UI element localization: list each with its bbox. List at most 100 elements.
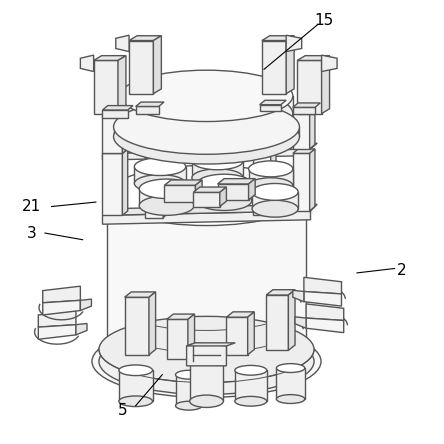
Polygon shape (195, 180, 202, 202)
Polygon shape (186, 343, 226, 366)
Polygon shape (103, 211, 310, 224)
Polygon shape (226, 312, 254, 317)
Ellipse shape (99, 317, 314, 383)
Polygon shape (38, 310, 76, 327)
Polygon shape (129, 40, 153, 94)
Ellipse shape (190, 395, 223, 408)
Ellipse shape (197, 174, 252, 194)
Ellipse shape (197, 191, 252, 210)
Polygon shape (43, 286, 80, 303)
Ellipse shape (249, 178, 293, 194)
Polygon shape (266, 295, 289, 350)
Polygon shape (289, 290, 295, 350)
Ellipse shape (120, 70, 293, 122)
Polygon shape (293, 107, 315, 115)
Ellipse shape (114, 109, 299, 164)
Polygon shape (139, 189, 194, 206)
Ellipse shape (235, 365, 267, 375)
Polygon shape (103, 143, 317, 153)
Polygon shape (107, 195, 306, 359)
Polygon shape (103, 153, 123, 215)
Polygon shape (80, 299, 91, 310)
Polygon shape (321, 55, 337, 71)
Ellipse shape (107, 165, 306, 226)
Polygon shape (125, 292, 155, 297)
Polygon shape (297, 60, 321, 114)
Polygon shape (306, 304, 344, 321)
Polygon shape (186, 343, 235, 346)
Polygon shape (262, 40, 286, 94)
Polygon shape (103, 204, 317, 215)
Polygon shape (193, 187, 226, 192)
Ellipse shape (107, 329, 306, 389)
Polygon shape (197, 184, 252, 201)
Polygon shape (43, 300, 80, 315)
Polygon shape (103, 149, 128, 153)
Polygon shape (260, 105, 281, 111)
Polygon shape (309, 149, 315, 211)
Polygon shape (277, 368, 305, 399)
Polygon shape (235, 370, 267, 401)
Polygon shape (193, 192, 220, 206)
Ellipse shape (252, 183, 298, 200)
Polygon shape (119, 370, 152, 401)
Polygon shape (218, 178, 255, 184)
Ellipse shape (120, 88, 293, 139)
Polygon shape (123, 149, 128, 215)
Polygon shape (166, 319, 188, 359)
Polygon shape (123, 111, 128, 153)
Polygon shape (295, 317, 306, 328)
Ellipse shape (139, 179, 194, 198)
Polygon shape (309, 108, 315, 149)
Polygon shape (271, 151, 276, 215)
Text: 2: 2 (396, 263, 406, 278)
Polygon shape (116, 35, 129, 52)
Polygon shape (145, 158, 163, 218)
Polygon shape (249, 178, 255, 200)
Ellipse shape (175, 370, 202, 379)
Polygon shape (136, 102, 164, 107)
Polygon shape (166, 314, 194, 319)
Polygon shape (80, 55, 94, 71)
Ellipse shape (119, 365, 152, 376)
Polygon shape (304, 292, 341, 306)
Polygon shape (163, 153, 168, 218)
Polygon shape (190, 355, 223, 401)
Polygon shape (103, 106, 133, 110)
Polygon shape (304, 278, 341, 294)
Ellipse shape (277, 395, 305, 404)
Polygon shape (175, 375, 202, 406)
Polygon shape (252, 192, 298, 209)
Polygon shape (293, 153, 309, 211)
Ellipse shape (192, 152, 243, 170)
Text: 21: 21 (22, 199, 41, 214)
Text: 5: 5 (118, 403, 127, 418)
Polygon shape (297, 56, 329, 60)
Polygon shape (218, 184, 249, 200)
Polygon shape (188, 314, 194, 359)
Ellipse shape (249, 161, 293, 177)
Polygon shape (125, 297, 149, 355)
Polygon shape (153, 36, 161, 94)
Polygon shape (293, 149, 315, 153)
Polygon shape (286, 35, 301, 52)
Ellipse shape (235, 396, 267, 406)
Polygon shape (164, 180, 202, 185)
Text: 15: 15 (314, 13, 333, 28)
Polygon shape (103, 116, 123, 153)
Polygon shape (149, 292, 155, 355)
Polygon shape (114, 127, 299, 137)
Ellipse shape (192, 169, 243, 186)
Polygon shape (120, 96, 293, 114)
Ellipse shape (99, 328, 314, 395)
Polygon shape (253, 151, 276, 155)
Ellipse shape (252, 200, 298, 217)
Polygon shape (94, 56, 126, 60)
Polygon shape (321, 56, 329, 114)
Ellipse shape (119, 396, 152, 407)
Polygon shape (94, 60, 118, 114)
Polygon shape (136, 107, 159, 114)
Ellipse shape (92, 325, 321, 397)
Ellipse shape (139, 196, 194, 215)
Polygon shape (249, 169, 293, 186)
